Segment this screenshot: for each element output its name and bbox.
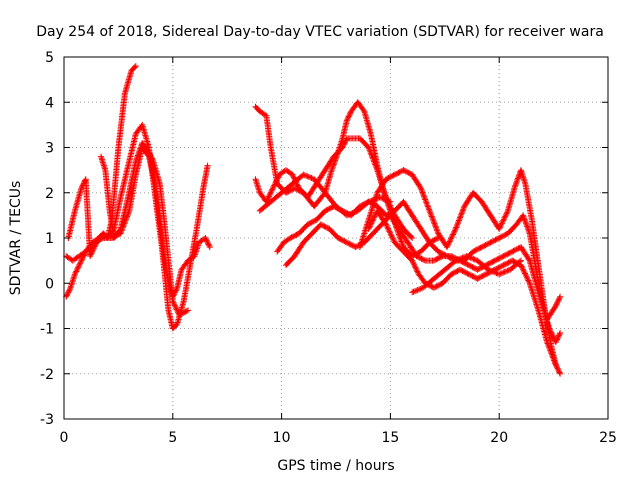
y-tick-label: -1 [40,322,54,338]
series-track-4 [98,140,191,318]
series-track-11 [256,171,394,219]
series-track-12 [409,253,524,296]
y-tick-label: -2 [40,367,54,383]
data-points [63,63,564,377]
scatter-markers [409,253,524,296]
series-track-2 [63,121,211,332]
series-track-9 [356,167,564,377]
x-axis-ticks: 0 5 10 15 20 25 [60,57,617,446]
x-tick-label: 15 [381,430,399,446]
chart-title: Day 254 of 2018, Sidereal Day-to-day VTE… [36,24,604,40]
x-tick-label: 20 [490,430,508,446]
y-tick-label: 1 [45,231,54,247]
y-tick-label: 3 [45,141,54,157]
x-tick-label: 0 [60,430,69,446]
scatter-markers [356,167,564,377]
y-axis-label: SDTVAR / TECUs [8,181,24,296]
scatter-markers [63,121,211,332]
x-axis-label: GPS time / hours [277,458,394,474]
y-tick-label: 0 [45,276,54,292]
x-tick-label: 25 [599,430,617,446]
scatter-markers [98,140,191,318]
scatter-markers [256,171,394,219]
y-axis-ticks: -3 -2 -1 0 1 2 3 4 5 [40,50,608,428]
y-tick-label: 4 [45,95,54,111]
x-tick-label: 5 [168,430,177,446]
y-tick-label: -3 [40,412,54,428]
y-tick-label: 5 [45,50,54,66]
x-tick-label: 10 [273,430,291,446]
y-tick-label: 2 [45,186,54,202]
